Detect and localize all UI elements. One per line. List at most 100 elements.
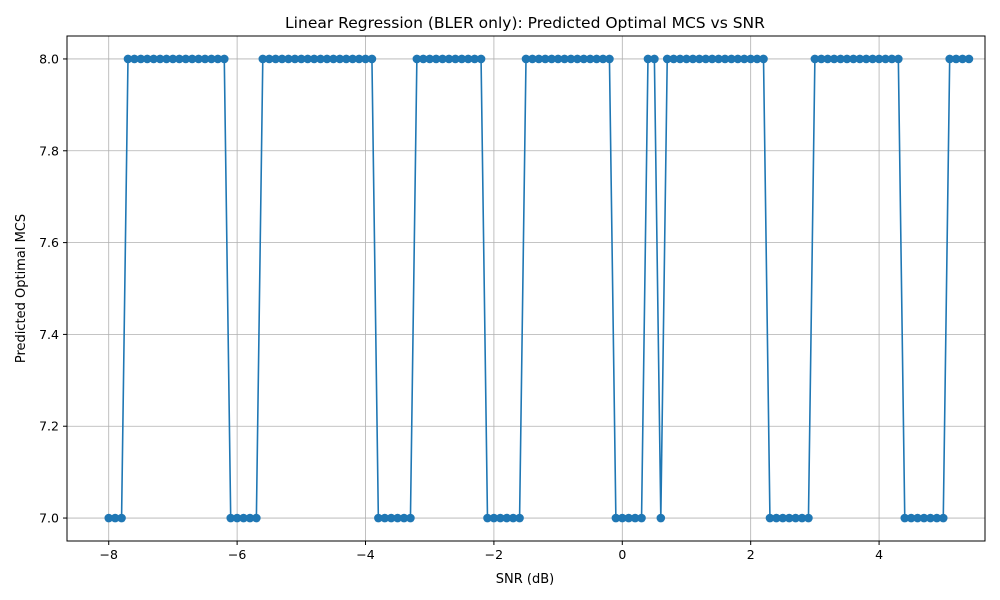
data-point [412, 54, 422, 64]
data-point [136, 54, 146, 64]
data-point [316, 54, 325, 64]
data-point [457, 54, 467, 64]
data-point [470, 54, 479, 64]
data-point [810, 54, 820, 64]
data-point [252, 513, 261, 523]
data-point [919, 513, 929, 523]
data-point [746, 54, 755, 64]
data-point [181, 54, 191, 64]
data-point [104, 513, 114, 523]
data-point [406, 513, 415, 523]
y-axis-label: Predicted Optimal MCS [14, 214, 29, 363]
data-point [187, 54, 197, 64]
data-point [662, 54, 672, 64]
data-point [817, 54, 826, 64]
data-point [245, 513, 255, 523]
data-point [232, 513, 242, 523]
data-point [553, 54, 563, 64]
data-point [335, 54, 345, 64]
data-point [874, 54, 884, 64]
data-point [502, 513, 512, 523]
data-point [309, 54, 319, 64]
data-point [849, 54, 858, 64]
data-point [431, 54, 441, 64]
data-point [200, 54, 210, 64]
data-point [239, 513, 248, 523]
data-point [560, 54, 569, 64]
data-point [592, 54, 601, 64]
data-point [650, 54, 659, 64]
data-point [496, 513, 505, 523]
data-point [951, 54, 961, 64]
data-point [380, 513, 390, 523]
data-point [277, 54, 287, 64]
data-point [945, 54, 954, 64]
data-point [219, 54, 229, 64]
data-point [540, 54, 550, 64]
x-tick-label: 4 [875, 547, 883, 562]
x-tick-label: −4 [356, 547, 374, 562]
y-tick-label: 7.2 [39, 419, 59, 434]
data-point [842, 54, 852, 64]
data-point [194, 54, 203, 64]
data-point [341, 54, 351, 64]
data-point [399, 513, 409, 523]
data-point [354, 54, 364, 64]
data-point [752, 54, 762, 64]
plot-frame [66, 35, 986, 542]
data-point [695, 54, 704, 64]
data-point [823, 54, 833, 64]
data-point [778, 513, 788, 523]
data-point [688, 54, 698, 64]
data-point [579, 54, 589, 64]
data-point [727, 54, 736, 64]
data-point [374, 513, 383, 523]
data-point [938, 513, 948, 523]
data-point [348, 54, 357, 64]
data-point [855, 54, 865, 64]
y-tick-label: 7.6 [39, 235, 59, 250]
data-point [675, 54, 685, 64]
data-point [110, 513, 120, 523]
data-point [964, 54, 974, 64]
data-point [130, 54, 139, 64]
data-point [162, 54, 171, 64]
data-point [290, 54, 300, 64]
data-point [463, 54, 473, 64]
data-point [489, 513, 499, 523]
data-point [515, 513, 524, 523]
data-point [566, 54, 576, 64]
data-point [926, 513, 935, 523]
data-point [701, 54, 711, 64]
data-point [213, 54, 223, 64]
data-point [656, 513, 666, 523]
data-point [630, 513, 640, 523]
data-point [624, 513, 634, 523]
x-axis-label: SNR (dB) [496, 572, 554, 587]
chart-title: Linear Regression (BLER only): Predicted… [285, 14, 765, 32]
data-point [303, 54, 313, 64]
data-point [418, 54, 428, 64]
data-point [521, 54, 531, 64]
data-point [573, 54, 582, 64]
data-point [887, 54, 897, 64]
data-point [534, 54, 544, 64]
data-point [226, 513, 235, 523]
data-point [605, 54, 614, 64]
data-point [868, 54, 877, 64]
data-point [284, 54, 293, 64]
data-point [476, 54, 486, 64]
data-point [393, 513, 402, 523]
data-point [585, 54, 595, 64]
series-polyline [108, 58, 969, 519]
data-point [547, 54, 556, 64]
data-point [784, 513, 794, 523]
data-point [797, 513, 807, 523]
data-point [168, 54, 178, 64]
data-point [367, 54, 377, 64]
data-point [739, 54, 749, 64]
series-line [104, 54, 974, 523]
data-point [772, 513, 781, 523]
data-point [142, 54, 152, 64]
